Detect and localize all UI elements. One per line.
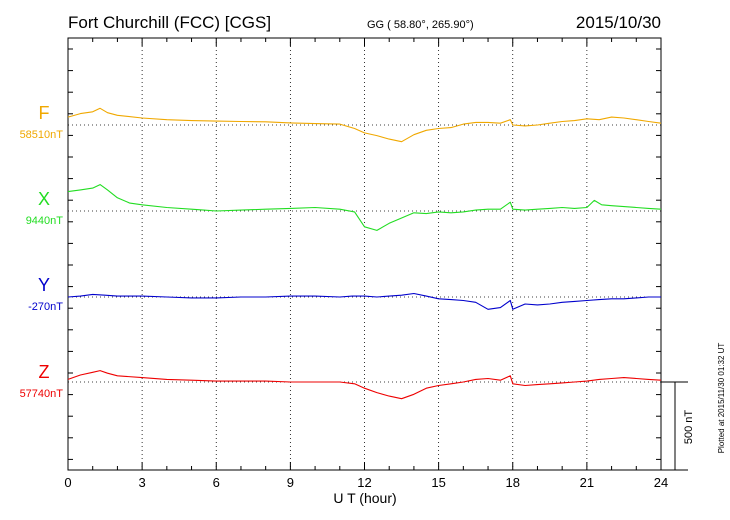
- plot-date: 2015/10/30: [576, 13, 661, 32]
- x-tick-label: 6: [213, 475, 220, 490]
- series-baselines: [68, 124, 661, 383]
- x-tick-label: 12: [357, 475, 371, 490]
- x-tick-label: 18: [506, 475, 520, 490]
- plotted-timestamp: Plotted at 2015/11/30 01:32 UT: [717, 343, 726, 454]
- baseline-value-z: 57740nT: [20, 388, 64, 400]
- scale-bar-label: 500 nT: [683, 410, 695, 445]
- x-tick-label: 15: [431, 475, 445, 490]
- x-tick-labels: 0 3 6 9 12 15 18 21 24: [64, 475, 668, 490]
- series-name-f: F: [39, 103, 50, 123]
- x-tick-label: 0: [64, 475, 71, 490]
- x-tick-label: 3: [139, 475, 146, 490]
- series-line-y: [67, 292, 661, 310]
- series-name-y: Y: [38, 275, 50, 295]
- series-labels: F 58510nT X 9440nT Y -270nT Z 57740nT: [20, 103, 64, 400]
- series-name-x: X: [38, 189, 50, 209]
- x-tick-label: 21: [580, 475, 594, 490]
- geo-coordinates: GG ( 58.80°, 265.90°): [367, 19, 474, 31]
- x-axis-label: U T (hour): [333, 490, 396, 506]
- series-line-x: [67, 184, 662, 231]
- baseline-value-x: 9440nT: [26, 215, 64, 227]
- series-lines: [67, 107, 662, 400]
- series-line-z: [67, 370, 662, 400]
- x-tick-label: 24: [654, 475, 668, 490]
- baseline-value-f: 58510nT: [20, 129, 64, 141]
- x-tick-label: 9: [287, 475, 294, 490]
- series-line-f: [67, 107, 662, 143]
- baseline-value-y: -270nT: [28, 301, 63, 313]
- station-title: Fort Churchill (FCC) [CGS]: [68, 13, 271, 32]
- grid: [141, 38, 588, 470]
- axis-ticks: [67, 38, 662, 470]
- scale-bar: [661, 381, 688, 471]
- series-name-z: Z: [39, 362, 50, 382]
